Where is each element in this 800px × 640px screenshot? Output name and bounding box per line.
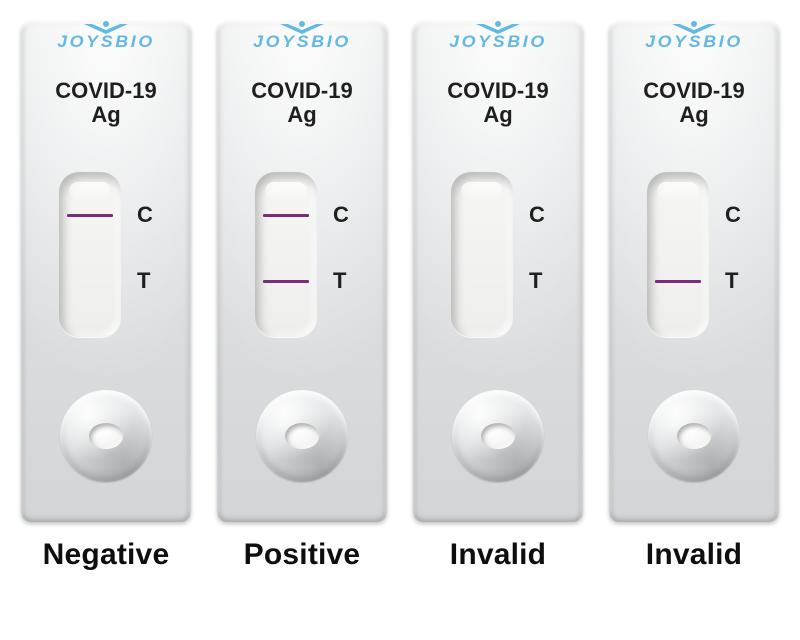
cassette-col-3: JOYSBIO COVID-19 Ag C T Invalid xyxy=(604,22,784,572)
result-label: Negative xyxy=(43,538,170,572)
test-title-1: COVID-19 xyxy=(413,78,583,104)
label-t: T xyxy=(725,268,738,294)
sample-well-hole xyxy=(481,423,515,449)
test-title-1: COVID-19 xyxy=(21,78,191,104)
sample-well-hole xyxy=(677,423,711,449)
test-title-2: Ag xyxy=(217,102,387,128)
cassette-col-0: JOYSBIO COVID-19 Ag C T Negative xyxy=(16,22,196,572)
label-c: C xyxy=(333,202,349,228)
sample-well-hole xyxy=(89,423,123,449)
control-line xyxy=(67,214,113,217)
brand-text: JOYSBIO xyxy=(17,32,196,52)
label-t: T xyxy=(333,268,346,294)
label-c: C xyxy=(725,202,741,228)
result-window xyxy=(255,172,317,337)
label-t: T xyxy=(529,268,542,294)
sample-well-hole xyxy=(285,423,319,449)
control-line xyxy=(263,214,309,217)
cassette-col-2: JOYSBIO COVID-19 Ag C T Invalid xyxy=(408,22,588,572)
test-title-2: Ag xyxy=(413,102,583,128)
diagram-stage: JOYSBIO COVID-19 Ag C T Negative JOYSBIO xyxy=(0,0,800,640)
brand-text: JOYSBIO xyxy=(213,32,392,52)
result-window xyxy=(59,172,121,337)
result-label: Positive xyxy=(244,538,361,572)
test-title-2: Ag xyxy=(609,102,779,128)
result-window xyxy=(451,172,513,337)
result-window xyxy=(647,172,709,337)
test-cassette: JOYSBIO COVID-19 Ag C T xyxy=(21,22,191,522)
result-label: Invalid xyxy=(450,538,546,572)
brand-text: JOYSBIO xyxy=(409,32,588,52)
test-cassette: JOYSBIO COVID-19 Ag C T xyxy=(413,22,583,522)
label-c: C xyxy=(529,202,545,228)
sample-well xyxy=(648,390,740,482)
brand-text: JOYSBIO xyxy=(605,32,784,52)
test-title-2: Ag xyxy=(21,102,191,128)
test-cassette: JOYSBIO COVID-19 Ag C T xyxy=(609,22,779,522)
sample-well xyxy=(452,390,544,482)
label-t: T xyxy=(137,268,150,294)
sample-well xyxy=(256,390,348,482)
sample-well xyxy=(60,390,152,482)
test-line xyxy=(655,280,701,283)
cassette-col-1: JOYSBIO COVID-19 Ag C T Positive xyxy=(212,22,392,572)
label-c: C xyxy=(137,202,153,228)
test-title-1: COVID-19 xyxy=(609,78,779,104)
test-cassette: JOYSBIO COVID-19 Ag C T xyxy=(217,22,387,522)
test-title-1: COVID-19 xyxy=(217,78,387,104)
test-line xyxy=(263,280,309,283)
result-label: Invalid xyxy=(646,538,742,572)
